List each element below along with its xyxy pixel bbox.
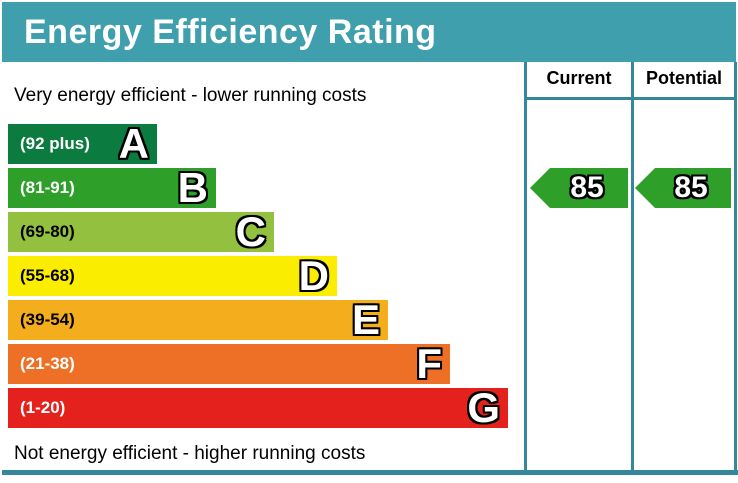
band-bar-e: (39-54) E [8, 296, 388, 343]
band-bar-g: (1-20) G [8, 384, 508, 431]
band-range-label: (69-80) [20, 222, 75, 241]
rating-bands: (92 plus) A (81-91) B (69-80) C (55-68) … [8, 120, 508, 432]
band-bar-f: (21-38) F [8, 340, 450, 387]
band-bar-c: (69-80) C [8, 208, 274, 255]
potential-rating-value: 85 [674, 171, 708, 204]
band-range-label: (92 plus) [20, 134, 90, 153]
band-range-label: (1-20) [20, 398, 66, 417]
band-bar-d: (55-68) D [8, 252, 337, 299]
column-header-potential: Potential [645, 68, 722, 88]
right-border-line [734, 62, 737, 470]
band-range-label: (21-38) [20, 354, 75, 373]
bottom-border-line [2, 470, 738, 475]
column-divider-left [524, 62, 527, 470]
band-letter: C [235, 208, 266, 255]
band-letter: A [118, 120, 149, 167]
column-header-current: Current [546, 68, 612, 88]
band-range-label: (55-68) [20, 266, 75, 285]
band-range-label: (39-54) [20, 310, 75, 329]
band-letter: E [351, 296, 380, 343]
band-letter: G [467, 384, 500, 431]
current-rating-arrow: 85 [530, 168, 628, 208]
page-title: Energy Efficiency Rating [24, 12, 437, 51]
band-letter: B [177, 164, 208, 211]
potential-rating-arrow: 85 [635, 168, 731, 208]
column-divider-middle [631, 62, 634, 470]
band-letter: F [416, 340, 442, 387]
top-note: Very energy efficient - lower running co… [14, 85, 367, 106]
current-rating-value: 85 [570, 171, 604, 204]
header-underline [524, 97, 737, 100]
band-range-label: (81-91) [20, 178, 75, 197]
title-bar: Energy Efficiency Rating [2, 2, 736, 62]
band-bar-a: (92 plus) A [8, 120, 157, 167]
bottom-note: Not energy efficient - higher running co… [14, 443, 366, 464]
band-bar-b: (81-91) B [8, 164, 216, 211]
band-letter: D [298, 252, 329, 299]
